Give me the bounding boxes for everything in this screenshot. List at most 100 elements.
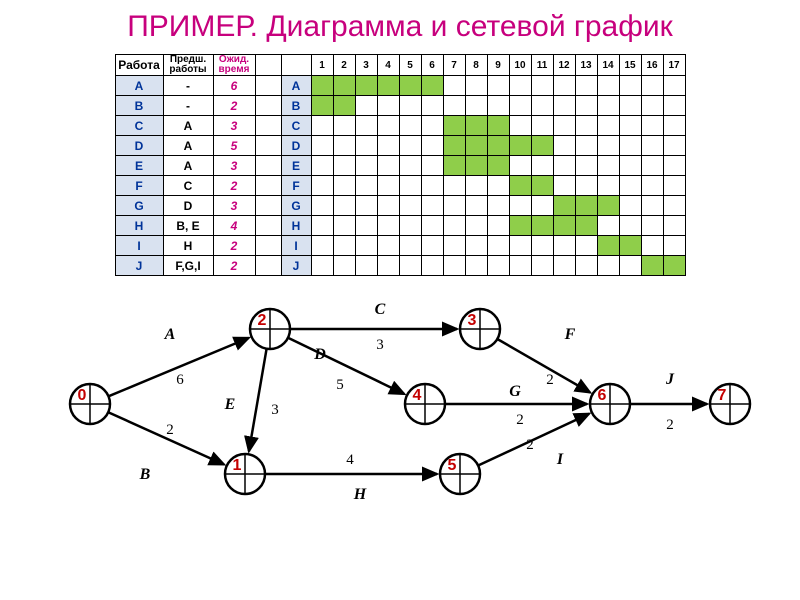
cell-B-7 — [443, 96, 465, 116]
gap-F — [255, 176, 281, 196]
cell-H-9 — [487, 216, 509, 236]
gap-E — [255, 156, 281, 176]
cell-I-16 — [641, 236, 663, 256]
tick-5: 5 — [399, 55, 421, 76]
tick-14: 14 — [597, 55, 619, 76]
gantt-row-D: DA5D — [115, 136, 685, 156]
cell-I-5 — [399, 236, 421, 256]
cell-H-5 — [399, 216, 421, 236]
cell-C-12 — [553, 116, 575, 136]
cell-D-11 — [531, 136, 553, 156]
cell-C-6 — [421, 116, 443, 136]
cell-F-14 — [597, 176, 619, 196]
tick-17: 17 — [663, 55, 685, 76]
cell-H-13 — [575, 216, 597, 236]
gantt-row-H: HB, E4H — [115, 216, 685, 236]
tick-7: 7 — [443, 55, 465, 76]
label-E: E — [281, 156, 311, 176]
cell-C-11 — [531, 116, 553, 136]
edge-weight-E: 3 — [271, 402, 279, 418]
cell-J-17 — [663, 256, 685, 276]
cell-C-2 — [333, 116, 355, 136]
node-label-4: 4 — [413, 387, 422, 404]
pred-J: F,G,I — [163, 256, 213, 276]
gap-G — [255, 196, 281, 216]
cell-G-1 — [311, 196, 333, 216]
cell-D-8 — [465, 136, 487, 156]
cell-E-17 — [663, 156, 685, 176]
cell-J-10 — [509, 256, 531, 276]
cell-D-2 — [333, 136, 355, 156]
edge-weight-A: 6 — [176, 372, 184, 388]
cell-I-6 — [421, 236, 443, 256]
cell-A-15 — [619, 76, 641, 96]
work-H: H — [115, 216, 163, 236]
cell-E-10 — [509, 156, 531, 176]
cell-G-4 — [377, 196, 399, 216]
time-F: 2 — [213, 176, 255, 196]
cell-G-15 — [619, 196, 641, 216]
label-G: G — [281, 196, 311, 216]
cell-F-1 — [311, 176, 333, 196]
cell-B-17 — [663, 96, 685, 116]
cell-B-11 — [531, 96, 553, 116]
edge-label-F: F — [564, 326, 576, 343]
gantt-row-F: FC2F — [115, 176, 685, 196]
edge-label-A: A — [164, 326, 176, 343]
gap-D — [255, 136, 281, 156]
cell-C-9 — [487, 116, 509, 136]
edge-label-D: D — [313, 346, 326, 363]
cell-A-10 — [509, 76, 531, 96]
cell-A-5 — [399, 76, 421, 96]
label-H: H — [281, 216, 311, 236]
cell-E-3 — [355, 156, 377, 176]
tick-3: 3 — [355, 55, 377, 76]
time-I: 2 — [213, 236, 255, 256]
cell-D-4 — [377, 136, 399, 156]
tick-12: 12 — [553, 55, 575, 76]
edge-label-B: B — [139, 466, 151, 483]
cell-B-8 — [465, 96, 487, 116]
cell-F-6 — [421, 176, 443, 196]
label-J: J — [281, 256, 311, 276]
cell-E-9 — [487, 156, 509, 176]
page-title: ПРИМЕР. Диаграмма и сетевой график — [10, 10, 790, 44]
pred-I: H — [163, 236, 213, 256]
cell-A-16 — [641, 76, 663, 96]
gap-I — [255, 236, 281, 256]
cell-I-2 — [333, 236, 355, 256]
tick-16: 16 — [641, 55, 663, 76]
cell-I-13 — [575, 236, 597, 256]
edge-label-H: H — [353, 486, 367, 503]
cell-D-3 — [355, 136, 377, 156]
time-J: 2 — [213, 256, 255, 276]
col-header-work: Работа — [115, 55, 163, 76]
node-label-1: 1 — [233, 457, 242, 474]
cell-E-7 — [443, 156, 465, 176]
cell-G-9 — [487, 196, 509, 216]
col-header-pred: Предш. работы — [163, 55, 213, 76]
cell-F-8 — [465, 176, 487, 196]
cell-H-4 — [377, 216, 399, 236]
edge-weight-G: 2 — [516, 412, 524, 428]
cell-B-4 — [377, 96, 399, 116]
edge-label-E: E — [224, 396, 236, 413]
cell-J-14 — [597, 256, 619, 276]
cell-H-14 — [597, 216, 619, 236]
node-4: 4 — [405, 384, 445, 424]
node-label-6: 6 — [598, 387, 607, 404]
cell-I-12 — [553, 236, 575, 256]
cell-A-13 — [575, 76, 597, 96]
node-5: 5 — [440, 454, 480, 494]
cell-H-6 — [421, 216, 443, 236]
gantt-row-B: B-2B — [115, 96, 685, 116]
cell-H-17 — [663, 216, 685, 236]
edge-label-C: C — [375, 301, 386, 318]
cell-E-16 — [641, 156, 663, 176]
cell-I-17 — [663, 236, 685, 256]
cell-D-5 — [399, 136, 421, 156]
label-B: B — [281, 96, 311, 116]
work-J: J — [115, 256, 163, 276]
cell-D-9 — [487, 136, 509, 156]
cell-B-2 — [333, 96, 355, 116]
